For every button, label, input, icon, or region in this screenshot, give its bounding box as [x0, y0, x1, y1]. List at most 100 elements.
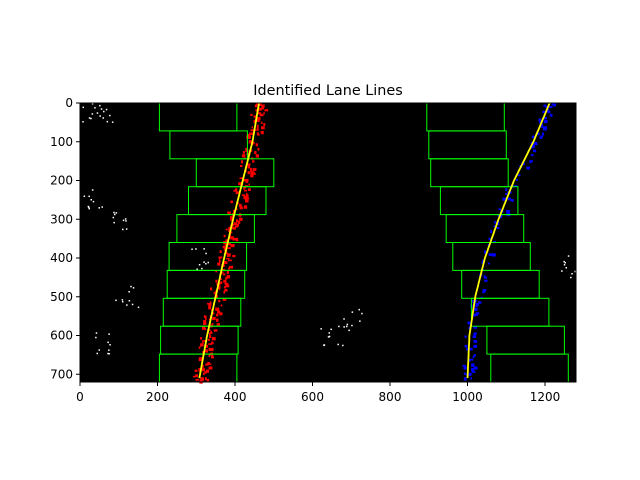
noise-pixel: [91, 113, 94, 115]
noise-pixel: [90, 199, 92, 201]
left-lane-pixel: [208, 366, 213, 370]
x-tick-label: 600: [301, 390, 324, 404]
right-lane-pixel: [521, 163, 525, 165]
noise-pixel: [103, 110, 105, 113]
left-lane-pixel: [244, 185, 249, 187]
left-lane-pixel: [203, 315, 207, 318]
left-lane-pixel: [211, 341, 214, 345]
left-lane-pixel: [204, 340, 206, 342]
left-lane-pixel: [215, 279, 218, 283]
noise-pixel: [346, 325, 348, 328]
left-lane-pixel: [256, 124, 259, 128]
right-lane-pixel: [491, 253, 496, 257]
left-lane-pixel: [258, 112, 262, 115]
left-lane-pixel: [219, 281, 223, 284]
left-lane-pixel: [217, 310, 221, 314]
noise-pixel: [205, 263, 207, 265]
left-lane-pixel: [237, 202, 240, 204]
noise-pixel: [122, 219, 125, 222]
left-lane-pixel: [207, 361, 210, 365]
x-tick-label: 400: [224, 390, 247, 404]
y-tick-label: 300: [50, 212, 73, 226]
left-lane-pixel: [202, 326, 206, 330]
right-lane-pixel: [540, 126, 545, 128]
right-lane-pixel: [472, 313, 476, 317]
y-tick-label: 600: [50, 329, 73, 343]
left-lane-pixel: [220, 271, 224, 274]
right-lane-pixel: [539, 120, 542, 124]
right-lane-pixel: [473, 344, 478, 348]
noise-pixel: [115, 299, 117, 302]
noise-pixel: [125, 228, 128, 230]
right-lane-pixel: [471, 368, 474, 372]
right-lane-pixel: [530, 154, 534, 157]
x-axis: 0 200 400 600 800 1000 1200: [76, 382, 560, 404]
left-lane-pixel: [242, 151, 245, 154]
left-lane-pixel: [263, 123, 266, 126]
noise-pixel: [101, 206, 103, 208]
noise-pixel: [564, 262, 566, 264]
noise-pixel: [337, 343, 339, 346]
noise-pixel: [358, 308, 360, 311]
left-lane-pixel: [232, 227, 236, 230]
left-lane-pixel: [199, 337, 203, 340]
left-lane-pixel: [244, 189, 247, 192]
noise-pixel: [563, 260, 565, 263]
noise-pixel: [99, 104, 101, 107]
noise-pixel: [351, 324, 353, 327]
left-fit-line: [198, 102, 260, 379]
noise-pixel: [128, 300, 131, 302]
left-lane-pixel: [260, 121, 263, 124]
left-lane-pixel: [202, 372, 205, 376]
right-lane-pixel: [518, 174, 521, 177]
left-lane-pixel: [212, 316, 216, 321]
noise-pixel: [328, 332, 330, 334]
right-lane-pixel: [494, 220, 497, 224]
left-lane-pixel: [228, 227, 232, 230]
left-lane-pixel: [253, 115, 256, 118]
noise-pixel: [98, 349, 100, 351]
left-lane-pixel: [263, 112, 265, 115]
noise-pixel: [108, 353, 110, 355]
left-lane-pixel: [242, 178, 246, 182]
y-tick-label: 0: [65, 96, 73, 110]
noise-pixel: [323, 344, 325, 347]
left-lane-pixel: [260, 130, 264, 135]
left-lane-pixel: [204, 371, 207, 374]
noise-pixel: [106, 120, 109, 123]
left-lane-pixel: [239, 177, 243, 180]
right-lane-pixel: [463, 366, 467, 370]
right-lane-pixel: [473, 307, 478, 311]
right-lane-pixel: [548, 106, 553, 108]
noise-pixel: [563, 264, 566, 266]
right-lane-pixel: [488, 237, 491, 241]
noise-pixel: [567, 255, 570, 257]
noise-pixel: [100, 108, 103, 110]
right-lane-pixel: [482, 290, 485, 294]
left-lane-pixel: [256, 117, 260, 120]
noise-pixel: [99, 100, 102, 103]
noise-pixel: [96, 352, 98, 355]
noise-pixel: [83, 195, 86, 197]
left-lane-pixel: [247, 163, 249, 166]
right-lane-pixel: [468, 372, 472, 376]
noise-pixel: [108, 349, 110, 351]
left-lane-pixel: [261, 106, 264, 110]
left-lane-pixel: [216, 313, 219, 317]
right-lane-pixel: [505, 188, 508, 192]
noise-pixel: [82, 121, 84, 123]
noise-pixel: [111, 121, 114, 123]
left-lane-pixel: [241, 194, 246, 197]
left-lane-pixel: [230, 200, 234, 204]
noise-pixel: [90, 117, 92, 120]
left-lane-pixel: [205, 363, 209, 366]
right-lane-pixel: [543, 104, 547, 107]
left-lane-pixel: [216, 323, 220, 326]
left-lane-pixel: [213, 292, 216, 295]
right-lane-pixel: [541, 132, 544, 136]
left-lane-pixel: [204, 327, 206, 331]
left-lane-pixel: [229, 231, 233, 234]
left-lane-pixel: [219, 250, 222, 253]
noise-pixel: [107, 341, 109, 344]
left-lane-pixel: [236, 223, 239, 227]
